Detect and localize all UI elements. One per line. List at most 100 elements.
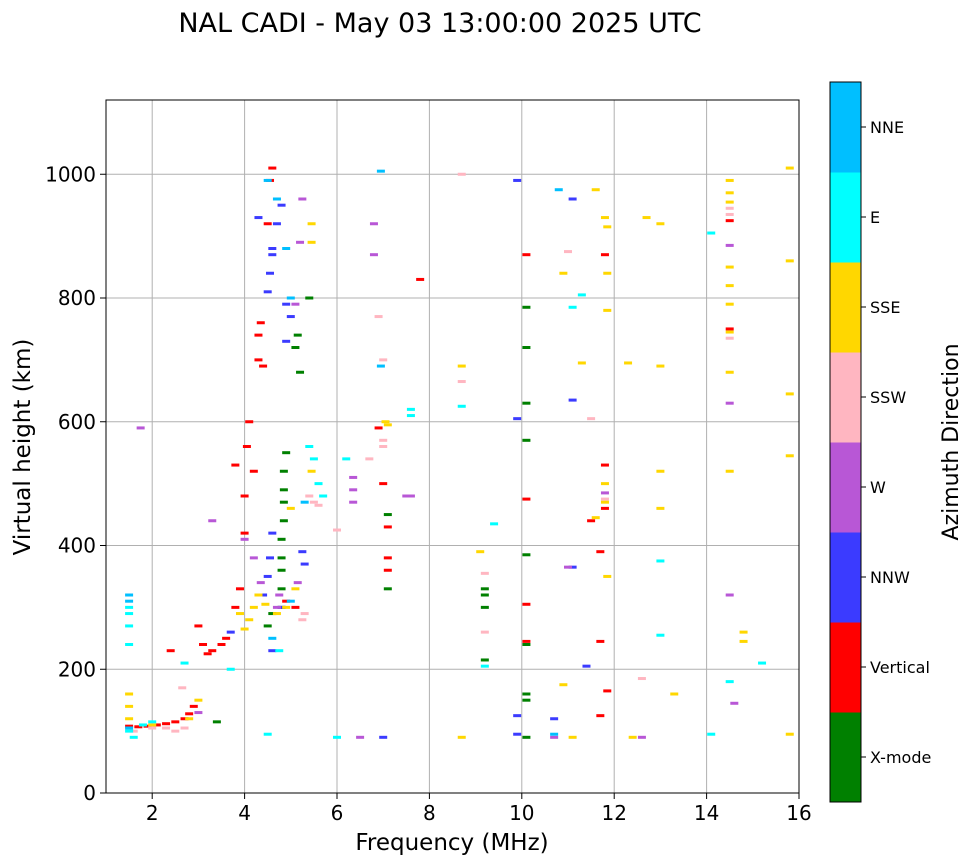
point-nnw xyxy=(254,216,263,220)
point-sse xyxy=(656,222,665,226)
point-nnw xyxy=(298,550,307,554)
point-nne xyxy=(286,296,295,300)
point-e xyxy=(707,732,716,736)
point-vertical xyxy=(725,327,734,331)
y-axis-label: Virtual height (km) xyxy=(10,339,36,556)
point-vertical xyxy=(259,364,268,368)
point-sse xyxy=(603,574,612,578)
point-nnw xyxy=(300,562,309,566)
point-sse xyxy=(272,612,281,616)
point-e xyxy=(148,720,157,724)
point-sse xyxy=(291,587,300,591)
point-e xyxy=(577,293,586,297)
point-sse xyxy=(591,188,600,192)
point-sse xyxy=(739,630,748,634)
point-vertical xyxy=(587,519,596,523)
point-x-mode xyxy=(293,333,302,337)
point-w xyxy=(298,197,307,201)
point-w xyxy=(272,605,281,609)
point-x-mode xyxy=(522,346,531,349)
point-sse xyxy=(785,392,794,396)
point-x-mode xyxy=(383,513,392,517)
point-e xyxy=(342,457,351,461)
grid-lines xyxy=(106,100,800,794)
point-sse xyxy=(591,516,600,520)
point-w xyxy=(725,243,734,247)
point-vertical xyxy=(522,253,531,257)
point-vertical xyxy=(603,689,612,693)
point-ssw xyxy=(314,503,323,507)
point-sse xyxy=(125,704,134,708)
point-nnw xyxy=(266,271,275,275)
colorbar-swatch-e xyxy=(830,172,861,263)
x-tick-label: 2 xyxy=(146,801,159,825)
point-ssw xyxy=(129,729,138,733)
point-ssw xyxy=(148,726,157,730)
point-sse xyxy=(725,178,734,182)
point-x-mode xyxy=(522,698,531,702)
point-e xyxy=(125,643,134,646)
point-ssw xyxy=(300,612,309,616)
point-e xyxy=(263,732,272,736)
point-e xyxy=(568,305,577,309)
point-e xyxy=(457,404,466,408)
point-sse xyxy=(600,500,609,504)
point-vertical xyxy=(231,605,240,609)
point-ssw xyxy=(171,729,180,733)
point-nnw xyxy=(268,253,277,257)
point-ssw xyxy=(637,677,646,681)
point-nnw xyxy=(268,649,277,653)
point-w xyxy=(730,701,739,705)
point-x-mode xyxy=(522,692,531,696)
point-sse xyxy=(249,605,258,609)
point-x-mode xyxy=(480,605,489,609)
point-w xyxy=(550,735,559,739)
colorbar-frame xyxy=(829,81,862,803)
colorbar-label: Azimuth Direction xyxy=(939,343,964,540)
point-w xyxy=(136,426,145,430)
point-e xyxy=(125,624,134,628)
point-sse xyxy=(656,506,665,510)
point-vertical xyxy=(143,724,152,728)
point-e xyxy=(129,735,138,739)
point-vertical xyxy=(600,253,609,257)
point-w xyxy=(369,222,378,226)
point-w xyxy=(406,494,415,498)
point-vertical xyxy=(185,712,194,716)
point-e xyxy=(275,649,284,653)
point-nne xyxy=(376,364,385,368)
point-sse xyxy=(235,612,244,616)
point-vertical xyxy=(383,525,392,529)
point-vertical xyxy=(379,482,388,486)
point-x-mode xyxy=(522,553,531,557)
point-x-mode xyxy=(522,438,531,442)
point-vertical xyxy=(180,717,189,721)
point-sse xyxy=(785,454,794,458)
point-w xyxy=(256,581,265,585)
point-x-mode xyxy=(279,500,288,504)
point-vertical xyxy=(268,166,277,170)
point-x-mode xyxy=(212,720,221,724)
point-nnw xyxy=(550,717,559,721)
x-axis-label: Frequency (MHz) xyxy=(355,830,548,856)
point-w xyxy=(725,593,734,597)
point-ssw xyxy=(480,571,489,575)
y-tick-label: 0 xyxy=(83,781,96,805)
point-sse xyxy=(282,605,291,609)
point-ssw xyxy=(379,445,388,448)
colorbar-label-nnw: NNW xyxy=(870,568,910,587)
point-vertical xyxy=(383,568,392,572)
point-sse xyxy=(600,216,609,220)
point-e xyxy=(725,680,734,684)
point-vertical xyxy=(522,497,531,501)
point-x-mode xyxy=(291,346,300,349)
point-e xyxy=(226,667,235,671)
point-vertical xyxy=(416,277,425,281)
colorbar-label-sse: SSE xyxy=(870,298,900,317)
colorbar-swatch-x-mode xyxy=(830,712,861,803)
point-nne xyxy=(125,593,134,597)
point-nnw xyxy=(272,222,281,226)
point-w xyxy=(275,593,284,597)
x-tick-label: 8 xyxy=(423,801,436,825)
